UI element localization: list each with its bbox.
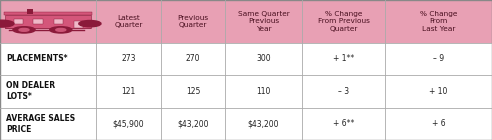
Circle shape [13, 27, 35, 33]
Bar [0, 0, 96, 43]
Bar [302, 75, 385, 108]
Bar [225, 75, 302, 108]
FancyBboxPatch shape [54, 19, 63, 24]
Bar [96, 108, 161, 140]
Text: ON DEALER
LOTS*: ON DEALER LOTS* [6, 81, 55, 101]
Text: 273: 273 [122, 54, 136, 63]
Text: Previous
Quarter: Previous Quarter [178, 15, 209, 28]
Text: + 1**: + 1** [333, 54, 354, 63]
Bar [225, 0, 302, 43]
Text: + 10: + 10 [430, 87, 448, 96]
Bar [27, 9, 32, 14]
Bar [96, 75, 161, 108]
Text: Latest
Quarter: Latest Quarter [115, 15, 143, 28]
FancyBboxPatch shape [33, 19, 43, 24]
Bar [0, 43, 96, 75]
Text: + 6**: + 6** [333, 119, 354, 128]
Text: PLACEMENTS*: PLACEMENTS* [6, 54, 67, 63]
Circle shape [50, 27, 72, 33]
Text: – 9: – 9 [433, 54, 444, 63]
Bar [161, 0, 225, 43]
FancyBboxPatch shape [5, 15, 91, 28]
Circle shape [56, 28, 66, 31]
Bar [225, 43, 302, 75]
FancyBboxPatch shape [14, 19, 23, 24]
Bar [385, 75, 492, 108]
Text: $43,200: $43,200 [177, 119, 209, 128]
Text: 121: 121 [122, 87, 136, 96]
Text: % Change
From Previous
Quarter: % Change From Previous Quarter [318, 11, 369, 32]
Circle shape [19, 28, 29, 31]
Text: % Change
From
Last Year: % Change From Last Year [420, 11, 457, 32]
Bar [5, 28, 91, 29]
Text: AVERAGE SALES
PRICE: AVERAGE SALES PRICE [6, 114, 75, 134]
Text: – 3: – 3 [338, 87, 349, 96]
Bar [161, 108, 225, 140]
Bar [161, 75, 225, 108]
Bar [302, 0, 385, 43]
Text: + 6: + 6 [432, 119, 445, 128]
FancyBboxPatch shape [4, 12, 92, 15]
Text: $43,200: $43,200 [247, 119, 279, 128]
Bar [302, 43, 385, 75]
Bar [0, 75, 96, 108]
Text: 300: 300 [256, 54, 271, 63]
Bar [96, 43, 161, 75]
FancyBboxPatch shape [74, 21, 83, 28]
Text: 270: 270 [186, 54, 200, 63]
Text: $45,900: $45,900 [113, 119, 145, 128]
Bar [385, 43, 492, 75]
Bar [96, 0, 161, 43]
Bar [225, 108, 302, 140]
Bar [0, 108, 96, 140]
Text: 110: 110 [256, 87, 271, 96]
Bar [161, 43, 225, 75]
Bar [385, 108, 492, 140]
Bar [385, 0, 492, 43]
Bar [302, 108, 385, 140]
Text: 125: 125 [186, 87, 200, 96]
Circle shape [0, 20, 14, 27]
Text: Same Quarter
Previous
Year: Same Quarter Previous Year [238, 11, 289, 32]
Circle shape [79, 20, 101, 27]
